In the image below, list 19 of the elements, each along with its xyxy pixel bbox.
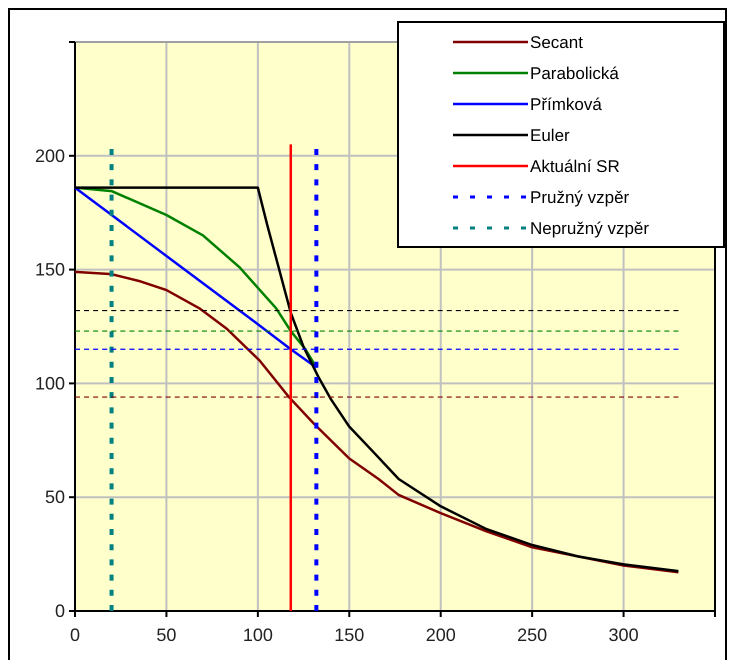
legend-label: Aktuální SR	[530, 157, 620, 176]
legend-label: Pružný vzpěr	[530, 188, 630, 207]
x-tick-label: 250	[517, 625, 548, 645]
x-tick-label: 100	[242, 625, 273, 645]
y-tick-label: 150	[34, 260, 65, 280]
legend-label: Parabolická	[530, 64, 620, 83]
x-tick-label: 0	[70, 625, 80, 645]
legend-label: Přímková	[530, 95, 602, 114]
y-tick-label: 200	[34, 146, 65, 166]
y-tick-label: 0	[54, 601, 65, 621]
y-tick-label: 100	[34, 373, 65, 394]
legend-label: Euler	[530, 126, 570, 145]
x-tick-label: 150	[334, 625, 364, 645]
x-tick-label: 50	[156, 625, 176, 645]
x-tick-label: 300	[608, 625, 639, 645]
x-tick-label: 200	[426, 625, 456, 645]
legend-label: Secant	[530, 33, 584, 52]
legend-label: Nepružný vzpěr	[530, 219, 650, 238]
y-tick-label: 50	[44, 487, 65, 508]
